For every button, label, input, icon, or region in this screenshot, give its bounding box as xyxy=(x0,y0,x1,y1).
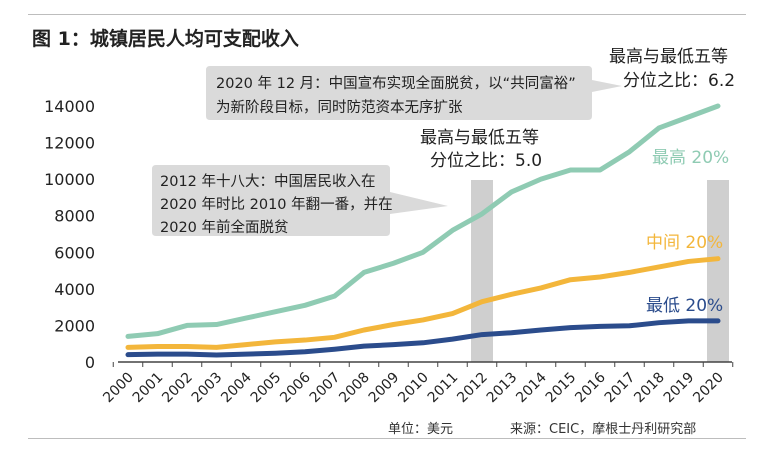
callout-2012-line: 2012 年十八大：中国居民收入在 xyxy=(160,173,376,190)
x-tick-label: 2006 xyxy=(277,369,314,406)
y-tick-label: 10000 xyxy=(44,170,95,189)
bottom-rule xyxy=(28,438,746,439)
x-tick-label: 2013 xyxy=(484,370,521,407)
ratio-2012-line: 分位之比：5.0 xyxy=(430,151,542,171)
x-tick-label: 2015 xyxy=(543,370,580,407)
y-tick-label: 4000 xyxy=(54,280,95,299)
ratio-2020-line: 分位之比：6.2 xyxy=(623,71,735,91)
x-tick-label: 2017 xyxy=(602,370,639,407)
ratio-2012-line: 最高与最低五等 xyxy=(420,128,539,148)
y-tick-label: 0 xyxy=(85,353,95,372)
callout-2020-box xyxy=(206,66,622,120)
series-label-1: 中间 20% xyxy=(646,233,723,253)
series-label-2: 最低 20% xyxy=(646,296,723,316)
callout-2012-line: 2020 年时比 2010 年翻一番，并在 xyxy=(160,196,393,213)
highlight-bar-2020 xyxy=(707,180,729,362)
x-tick-label: 2010 xyxy=(395,370,432,407)
top-rule xyxy=(28,14,746,15)
x-tick-label: 2004 xyxy=(218,369,255,406)
x-tick-label: 2008 xyxy=(336,370,373,407)
highlight-bars xyxy=(471,180,729,362)
chart-title: 图 1：城镇居民人均可支配收入 xyxy=(32,28,299,50)
callout-2012-line: 2020 年前全面脱贫 xyxy=(160,218,289,236)
y-tick-label: 14000 xyxy=(44,97,95,116)
x-tick-label: 2016 xyxy=(572,369,609,406)
y-tick-label: 12000 xyxy=(44,134,95,153)
callout-2020-line: 2020 年 12 月：中国宣布实现全面脱贫，以“共同富裕” xyxy=(216,74,576,92)
callout-2012-box xyxy=(152,165,448,236)
y-tick-label: 2000 xyxy=(54,316,95,335)
ratio-2020-line: 最高与最低五等 xyxy=(609,47,728,67)
callouts: 2020 年 12 月：中国宣布实现全面脱贫，以“共同富裕” 为新阶段目标，同时防… xyxy=(152,47,735,236)
callout-2020-line: 为新阶段目标，同时防范资本无序扩张 xyxy=(216,99,463,116)
x-tick-label: 2012 xyxy=(454,370,491,407)
x-tick-label: 2019 xyxy=(661,370,698,407)
x-tick-label: 2009 xyxy=(366,370,403,407)
series-labels: 最高 20% 中间 20% 最低 20% xyxy=(646,148,729,316)
x-tick-label: 2001 xyxy=(130,370,167,407)
y-tick-labels: 0 2000 4000 6000 8000 10000 12000 14000 xyxy=(44,97,95,372)
x-tick-label: 2011 xyxy=(425,370,462,407)
x-tick-label: 2020 xyxy=(690,370,727,407)
x-tick-label: 2018 xyxy=(631,370,668,407)
x-tick-label: 2000 xyxy=(100,370,137,407)
series-label-0: 最高 20% xyxy=(652,148,729,168)
highlight-bar-2012 xyxy=(471,180,493,362)
x-tick-label: 2002 xyxy=(159,370,196,407)
series-line-2 xyxy=(125,318,721,358)
x-tick-label: 2007 xyxy=(307,370,344,407)
series-lines xyxy=(125,103,721,358)
series-line-0 xyxy=(125,103,721,339)
footer-source: 来源：CEIC，摩根士丹利研究部 xyxy=(510,422,697,437)
x-tick-label: 2003 xyxy=(189,370,226,407)
x-tick-label: 2005 xyxy=(248,370,285,407)
y-tick-label: 8000 xyxy=(54,207,95,226)
footer-unit: 单位：美元 xyxy=(388,422,454,437)
x-tick-labels: 2000200120022003200420052006200720082009… xyxy=(100,369,727,406)
x-tick-label: 2014 xyxy=(513,369,550,406)
series-line-1 xyxy=(125,256,721,350)
axes xyxy=(112,361,734,367)
y-tick-label: 6000 xyxy=(54,243,95,262)
